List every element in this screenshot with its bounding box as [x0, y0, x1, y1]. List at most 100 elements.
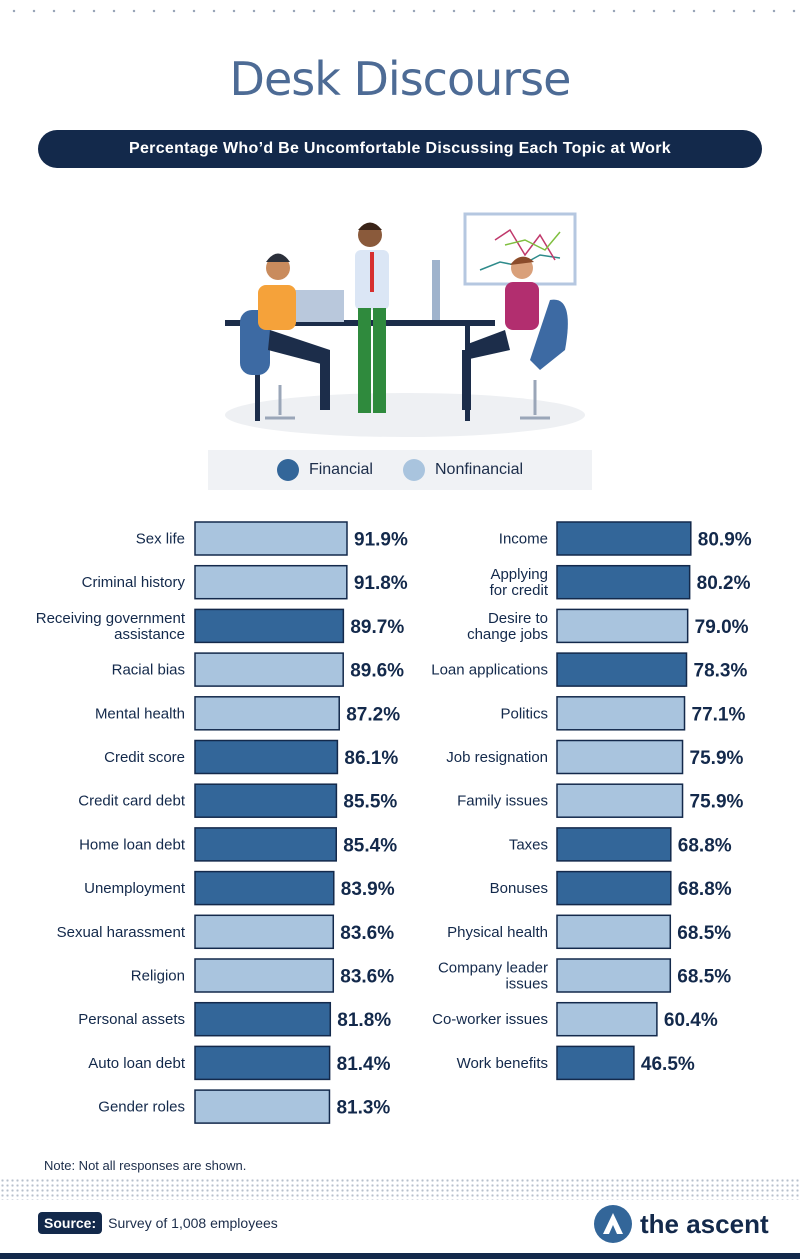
- bar-label-personal-assets: Personal assets: [78, 1011, 185, 1028]
- bar-bonuses: [556, 870, 672, 906]
- bar-label-auto-loan-debt: Auto loan debt: [88, 1055, 186, 1072]
- value-label-work-benefits: 46.5%: [641, 1054, 695, 1075]
- bar-label-company-leader-issues: Company leader: [438, 960, 548, 977]
- bar-label-religion: Religion: [131, 968, 185, 985]
- value-label-physical-health: 68.5%: [677, 923, 731, 944]
- legend-label-nonfinancial: Nonfinancial: [434, 461, 524, 478]
- value-label-loan-applications: 78.3%: [694, 661, 748, 682]
- bar-label-unemployment: Unemployment: [84, 880, 186, 897]
- bar-loan-applications: [556, 652, 688, 687]
- value-label-income: 80.9%: [698, 530, 752, 551]
- bar-company-leader-issues: [556, 958, 672, 993]
- bar-label-sexual-harassment: Sexual harassment: [57, 924, 186, 941]
- bar-label-family-issues: Family issues: [457, 793, 548, 810]
- value-label-personal-assets: 81.8%: [337, 1010, 391, 1031]
- bar-label-credit-score: Credit score: [104, 749, 185, 766]
- bar-racial-bias: [194, 652, 344, 687]
- value-label-receiving-government-assistance: 89.7%: [350, 617, 404, 638]
- legend-label-financial: Financial: [308, 461, 373, 478]
- bar-gender-roles: [194, 1089, 331, 1124]
- bar-label-company-leader-issues: issues: [505, 976, 548, 993]
- value-label-home-loan-debt: 85.4%: [343, 835, 397, 856]
- bar-label-mental-health: Mental health: [95, 705, 185, 722]
- bar-credit-score: [194, 739, 339, 775]
- source-text: Survey of 1,008 employees: [108, 1215, 278, 1231]
- bar-chart: Sex life 91.9% Criminal history 91.8% Receiv…: [36, 521, 752, 1124]
- bar-label-job-resignation: Job resignation: [446, 749, 548, 766]
- bar-label-receiving-government-assistance: assistance: [114, 626, 185, 643]
- chart-subtitle: Percentage Who’d Be Uncomfortable Discus…: [38, 130, 762, 168]
- bar-label-desire-to-change-jobs: Desire to: [488, 610, 548, 627]
- brand-logo: the ascent: [594, 1205, 769, 1243]
- bar-personal-assets: [194, 1001, 332, 1037]
- bar-family-issues: [556, 783, 684, 818]
- bar-label-taxes: Taxes: [509, 836, 548, 853]
- bar-label-sex-life: Sex life: [136, 531, 185, 548]
- bar-label-loan-applications: Loan applications: [431, 662, 548, 679]
- value-label-co-worker-issues: 60.4%: [664, 1010, 718, 1031]
- bar-applying-for-credit: [556, 564, 691, 600]
- chart-note: Note: Not all responses are shown.: [44, 1158, 247, 1173]
- bar-label-desire-to-change-jobs: change jobs: [467, 626, 548, 643]
- bar-taxes: [556, 827, 672, 862]
- bar-job-resignation: [556, 739, 684, 775]
- value-label-sex-life: 91.9%: [354, 530, 408, 551]
- bar-credit-card-debt: [194, 783, 338, 818]
- subtitle-text: Percentage Who’d Be Uncomfortable Discus…: [129, 140, 671, 157]
- office-illustration: [225, 212, 585, 437]
- value-label-credit-card-debt: 85.5%: [343, 792, 397, 813]
- bar-religion: [194, 958, 335, 993]
- value-label-desire-to-change-jobs: 79.0%: [695, 617, 749, 638]
- value-label-unemployment: 83.9%: [341, 879, 395, 900]
- value-label-family-issues: 75.9%: [690, 792, 744, 813]
- bar-home-loan-debt: [194, 827, 337, 862]
- page-title: Desk Discourse: [229, 52, 572, 106]
- footer-bar: [0, 1253, 800, 1259]
- bar-label-applying-for-credit: for credit: [490, 582, 549, 599]
- bar-label-physical-health: Physical health: [447, 924, 548, 941]
- bar-income: [556, 521, 692, 556]
- brand-name: the ascent: [640, 1208, 769, 1239]
- value-label-job-resignation: 75.9%: [690, 748, 744, 769]
- bar-label-gender-roles: Gender roles: [98, 1099, 185, 1116]
- value-label-bonuses: 68.8%: [678, 879, 732, 900]
- legend-item-nonfinancial: Nonfinancial: [402, 459, 524, 481]
- legend-swatch-financial: [276, 459, 299, 481]
- bar-label-co-worker-issues: Co-worker issues: [432, 1011, 548, 1028]
- bar-work-benefits: [556, 1045, 635, 1081]
- bar-criminal-history: [194, 564, 348, 600]
- bar-label-home-loan-debt: Home loan debt: [79, 836, 186, 853]
- bar-label-credit-card-debt: Credit card debt: [78, 793, 186, 810]
- value-label-sexual-harassment: 83.6%: [340, 923, 394, 944]
- bar-unemployment: [194, 870, 335, 906]
- value-label-politics: 77.1%: [692, 704, 746, 725]
- value-label-criminal-history: 91.8%: [354, 573, 408, 594]
- bar-label-racial-bias: Racial bias: [112, 662, 185, 679]
- bar-label-receiving-government-assistance: Receiving government: [36, 610, 186, 627]
- ascent-logo-icon: [594, 1205, 632, 1243]
- bottom-dot-border: [0, 1178, 800, 1200]
- value-label-auto-loan-debt: 81.4%: [337, 1054, 391, 1075]
- bar-label-applying-for-credit: Applying: [490, 566, 548, 583]
- chart-legend: Financial Nonfinancial: [208, 450, 592, 490]
- bar-mental-health: [194, 696, 340, 731]
- value-label-company-leader-issues: 68.5%: [677, 967, 731, 988]
- top-dot-border: [0, 0, 800, 22]
- bar-label-income: Income: [499, 531, 548, 548]
- bar-sexual-harassment: [194, 914, 335, 950]
- legend-swatch-nonfinancial: [402, 459, 425, 481]
- bar-co-worker-issues: [556, 1001, 658, 1037]
- value-label-taxes: 68.8%: [678, 835, 732, 856]
- bar-desire-to-change-jobs: [556, 608, 689, 644]
- bar-physical-health: [556, 914, 672, 950]
- source-line: Source: Survey of 1,008 employees: [38, 1212, 278, 1234]
- value-label-mental-health: 87.2%: [346, 704, 400, 725]
- bar-politics: [556, 696, 686, 731]
- bar-sex-life: [194, 521, 348, 556]
- value-label-credit-score: 86.1%: [344, 748, 398, 769]
- legend-item-financial: Financial: [276, 459, 373, 481]
- value-label-applying-for-credit: 80.2%: [697, 573, 751, 594]
- value-label-gender-roles: 81.3%: [336, 1098, 390, 1119]
- value-label-racial-bias: 89.6%: [350, 661, 404, 682]
- bar-label-work-benefits: Work benefits: [457, 1055, 548, 1072]
